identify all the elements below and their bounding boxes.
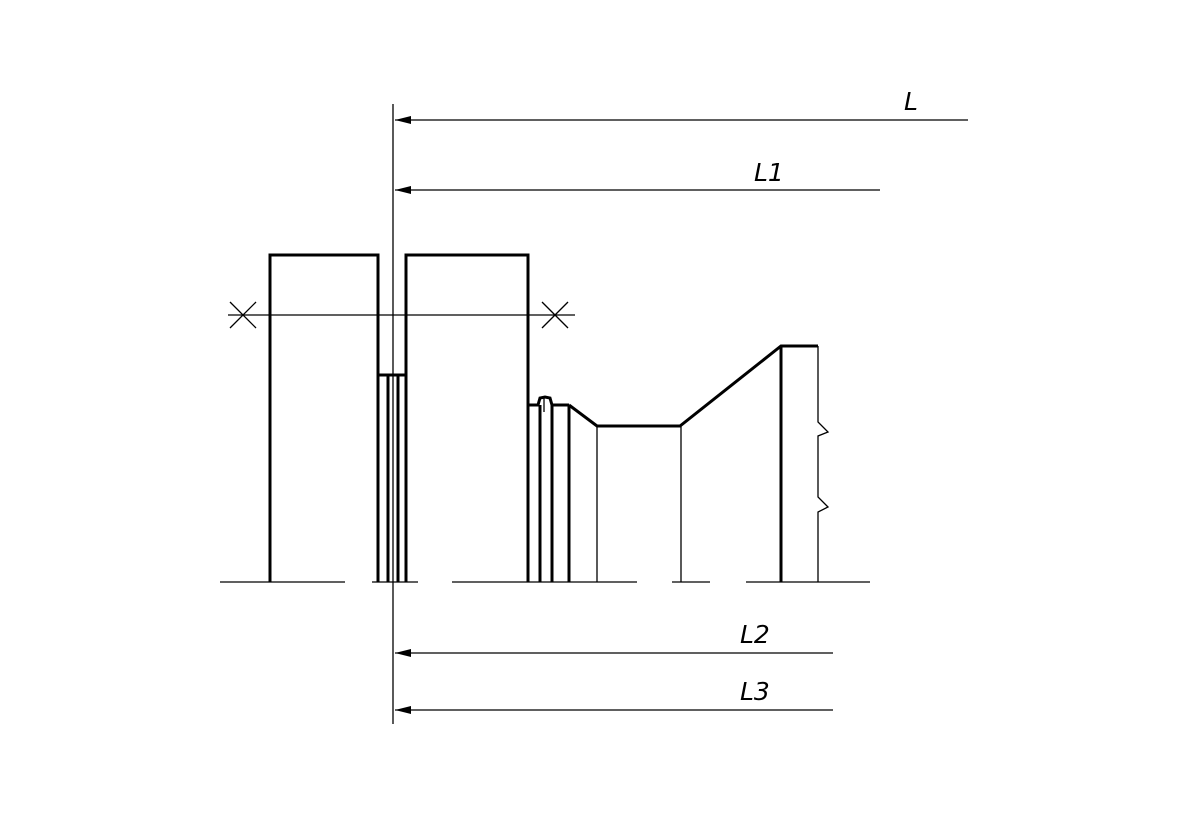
center-groove [378, 373, 406, 582]
step-section [528, 395, 571, 582]
dimension-l3-label: L3 [740, 677, 770, 706]
dimension-l2: L2 [395, 620, 833, 657]
dimension-l3: L3 [395, 677, 833, 714]
right-tall-block [404, 253, 530, 582]
dimension-l2-label: L2 [740, 620, 770, 649]
dimension-l2-arrow [395, 649, 411, 657]
dimension-l1-arrow [395, 186, 411, 194]
left-cross-mark [229, 301, 257, 329]
dimension-l-arrow [395, 116, 411, 124]
profile-outline [568, 344, 818, 582]
dimension-l-label: L [904, 87, 918, 116]
right-cross-mark [541, 301, 569, 329]
dimension-l3-arrow [395, 706, 411, 714]
dimension-l1: L1 [395, 158, 880, 194]
dimension-l1-label: L1 [754, 158, 784, 187]
dimension-l: L [395, 87, 968, 124]
break-line [817, 346, 830, 582]
left-tall-block [268, 253, 380, 582]
